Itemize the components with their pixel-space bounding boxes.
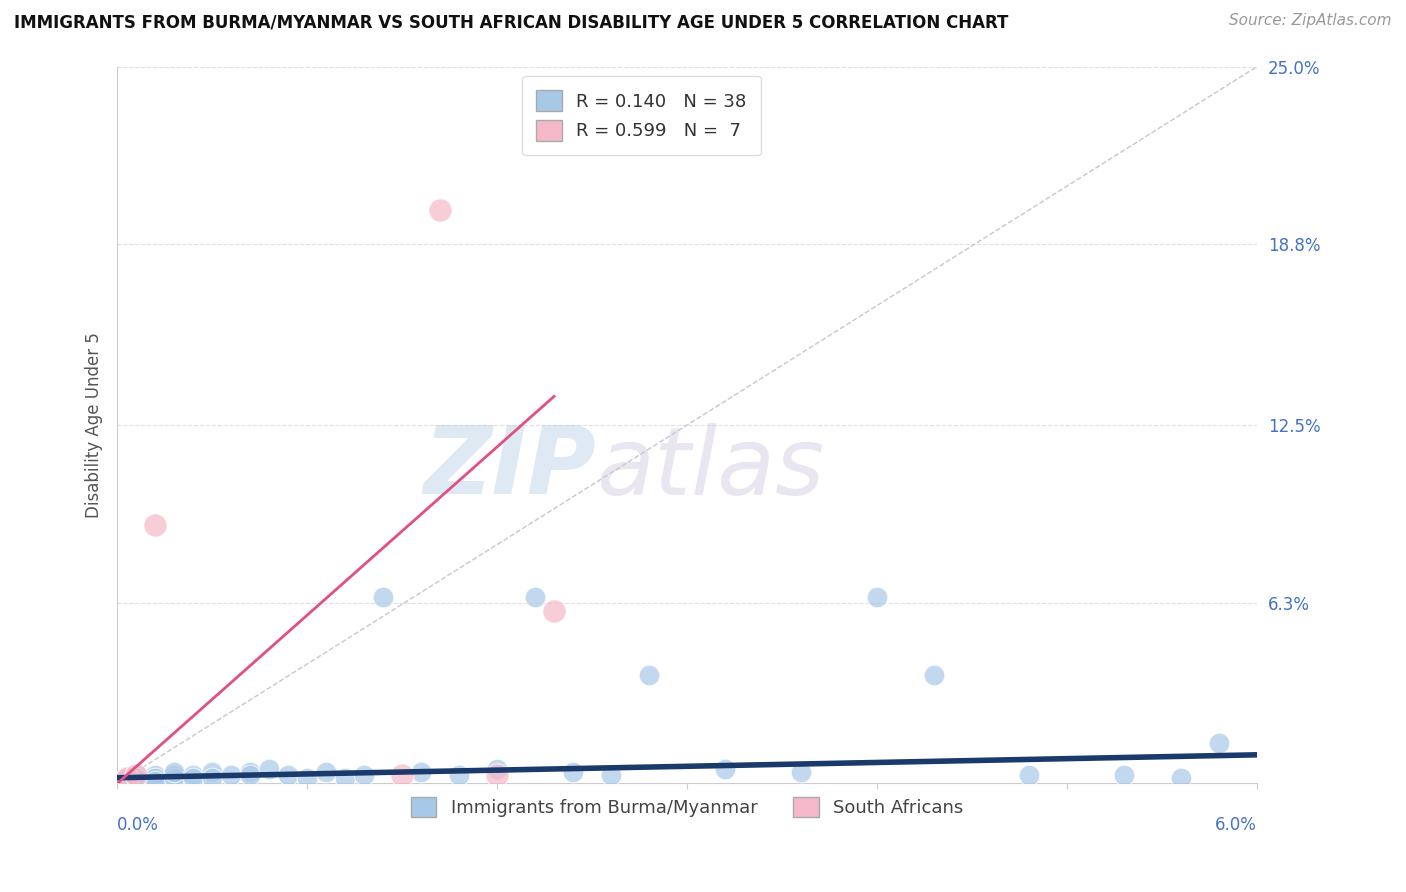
Point [315,764,337,779]
Text: IMMIGRANTS FROM BURMA/MYANMAR VS SOUTH AFRICAN DISABILITY AGE UNDER 5 CORRELATIO: IMMIGRANTS FROM BURMA/MYANMAR VS SOUTH A… [14,13,1008,31]
Point [543,604,565,618]
Point [115,771,138,785]
Point [277,768,299,782]
Point [1112,768,1135,782]
Point [181,771,204,785]
Point [411,764,433,779]
Point [353,768,375,782]
Point [257,762,280,776]
Point [125,768,148,782]
Point [1018,768,1040,782]
Text: ZIP: ZIP [423,422,596,514]
Text: Source: ZipAtlas.com: Source: ZipAtlas.com [1229,13,1392,29]
Point [201,771,224,785]
Text: 0.0%: 0.0% [117,816,159,834]
Point [1170,771,1192,785]
Point [486,768,509,782]
Point [922,667,945,681]
Point [333,771,356,785]
Point [239,768,262,782]
Text: 6.0%: 6.0% [1215,816,1257,834]
Point [143,771,166,785]
Point [486,762,509,776]
Point [790,764,813,779]
Point [295,771,318,785]
Point [181,768,204,782]
Point [163,768,186,782]
Point [1208,736,1230,750]
Point [219,768,242,782]
Point [600,768,623,782]
Point [391,768,413,782]
Point [373,590,395,604]
Point [429,202,451,217]
Y-axis label: Disability Age Under 5: Disability Age Under 5 [86,332,103,518]
Point [125,771,148,785]
Point [143,768,166,782]
Point [239,764,262,779]
Point [163,771,186,785]
Point [638,667,661,681]
Point [143,773,166,788]
Text: atlas: atlas [596,423,824,514]
Point [125,768,148,782]
Point [714,762,737,776]
Legend: Immigrants from Burma/Myanmar, South Africans: Immigrants from Burma/Myanmar, South Afr… [404,789,970,824]
Point [201,764,224,779]
Point [449,768,471,782]
Point [143,518,166,533]
Point [115,771,138,785]
Point [866,590,889,604]
Point [562,764,585,779]
Point [163,764,186,779]
Point [524,590,547,604]
